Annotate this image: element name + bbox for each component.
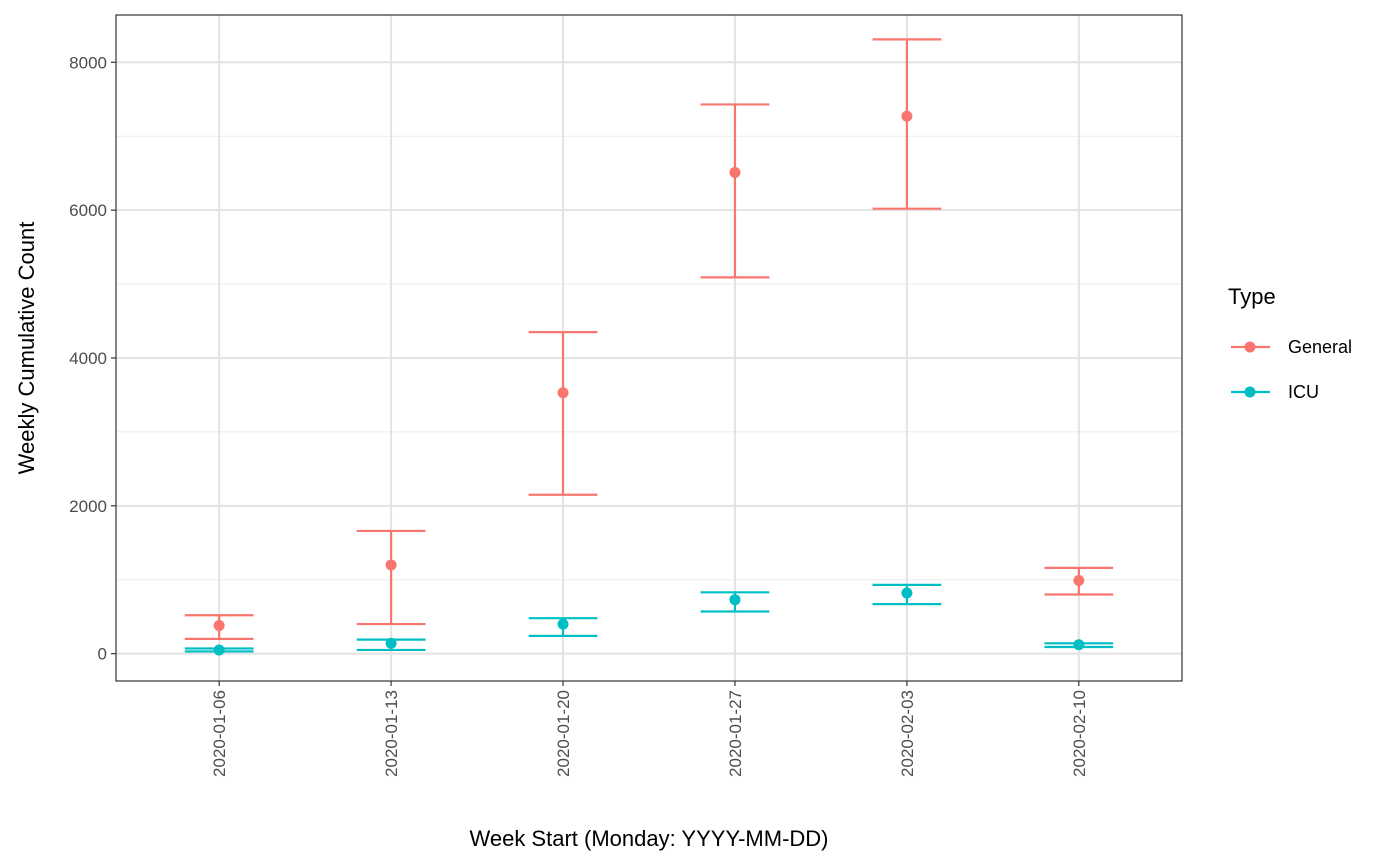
data-point — [729, 166, 741, 178]
grid-major — [116, 15, 1182, 681]
data-point — [385, 637, 397, 649]
legend-key-point — [1244, 386, 1256, 398]
x-tick-label: 2020-01-13 — [382, 690, 401, 777]
data-point — [1073, 574, 1085, 586]
panel-background — [116, 15, 1182, 681]
data-point — [729, 594, 741, 606]
x-tick-label: 2020-01-06 — [210, 690, 229, 777]
chart-marks — [184, 38, 1114, 656]
y-tick-label: 2000 — [69, 497, 107, 516]
y-tick-label: 0 — [98, 645, 107, 664]
grid-minor — [116, 135, 1182, 581]
panel-border — [115, 14, 1183, 682]
data-point — [213, 644, 225, 656]
y-axis-title: Weekly Cumulative Count — [14, 222, 39, 475]
data-point — [557, 387, 569, 399]
x-axis-title: Week Start (Monday: YYYY-MM-DD) — [469, 826, 828, 851]
data-point — [213, 620, 225, 632]
legend-item-general: General — [1231, 337, 1352, 357]
legend-title: Type — [1228, 284, 1276, 309]
legend-key-point — [1244, 341, 1256, 353]
y-tick-label: 6000 — [69, 201, 107, 220]
legend-label: General — [1288, 337, 1352, 357]
x-tick-label: 2020-01-20 — [554, 690, 573, 777]
y-tick-label: 8000 — [69, 53, 107, 72]
legend-label: ICU — [1288, 382, 1319, 402]
legend: Type General ICU — [1228, 284, 1352, 402]
y-axis: 0 2000 4000 6000 8000 — [69, 53, 116, 664]
x-tick-label: 2020-01-27 — [726, 690, 745, 777]
legend-item-icu: ICU — [1231, 382, 1319, 402]
data-point — [557, 618, 569, 630]
data-point — [385, 559, 397, 571]
x-tick-label: 2020-02-03 — [898, 690, 917, 777]
x-axis: 2020-01-06 2020-01-13 2020-01-20 2020-01-27… — [210, 681, 1089, 777]
data-point — [1073, 639, 1085, 651]
data-point — [901, 587, 913, 599]
y-tick-label: 4000 — [69, 349, 107, 368]
series-general — [184, 38, 1114, 640]
x-tick-label: 2020-02-10 — [1070, 690, 1089, 777]
data-point — [901, 110, 913, 122]
series-icu — [184, 583, 1114, 656]
